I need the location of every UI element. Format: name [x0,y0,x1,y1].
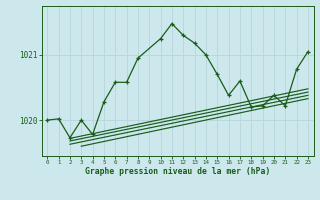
X-axis label: Graphe pression niveau de la mer (hPa): Graphe pression niveau de la mer (hPa) [85,167,270,176]
